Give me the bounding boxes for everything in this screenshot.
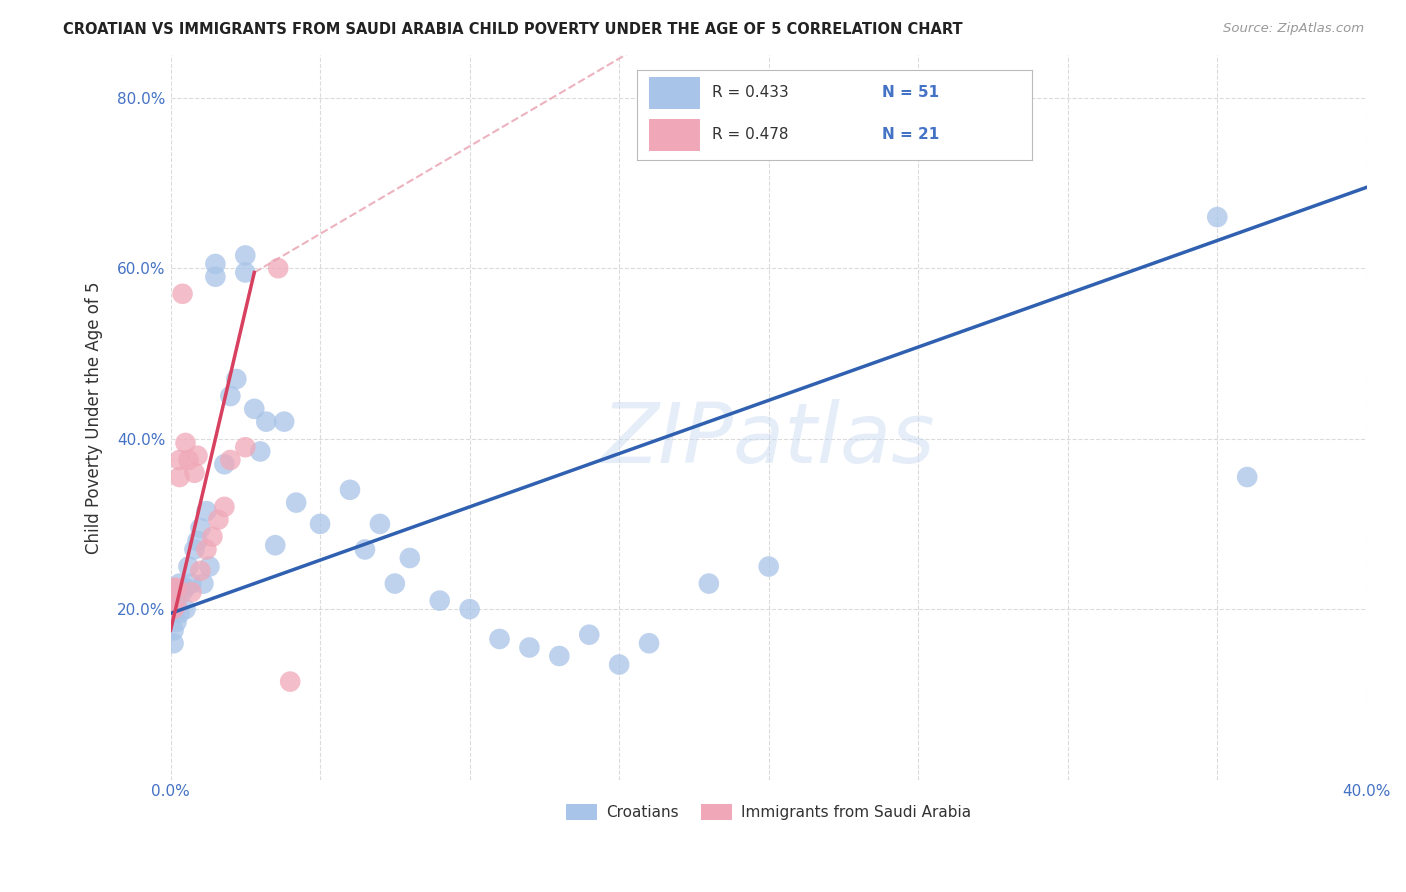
Point: [201, 530, 224, 544]
Text: CROATIAN VS IMMIGRANTS FROM SAUDI ARABIA CHILD POVERTY UNDER THE AGE OF 5 CORREL: CROATIAN VS IMMIGRANTS FROM SAUDI ARABIA…: [63, 22, 963, 37]
Point: [169, 607, 191, 621]
Point: [578, 628, 600, 642]
Point: [174, 581, 197, 595]
Point: [195, 542, 218, 557]
Point: [162, 590, 184, 604]
Point: [1236, 470, 1258, 484]
Point: [233, 265, 256, 279]
Point: [204, 257, 226, 271]
Point: [233, 248, 256, 262]
Point: [548, 648, 571, 663]
Point: [204, 269, 226, 284]
Point: [758, 559, 780, 574]
Y-axis label: Child Poverty Under the Age of 5: Child Poverty Under the Age of 5: [86, 281, 103, 554]
Point: [183, 466, 205, 480]
Point: [186, 449, 208, 463]
Point: [177, 453, 200, 467]
Point: [384, 576, 406, 591]
Point: [169, 470, 191, 484]
Point: [607, 657, 630, 672]
Point: [1206, 210, 1229, 224]
Point: [172, 286, 194, 301]
Point: [162, 624, 184, 638]
Point: [243, 401, 266, 416]
Point: [519, 640, 541, 655]
Point: [233, 440, 256, 454]
Point: [166, 598, 188, 612]
Point: [162, 581, 184, 595]
Point: [162, 602, 184, 616]
Point: [398, 551, 420, 566]
Point: [285, 495, 308, 509]
Point: [172, 585, 194, 599]
Point: [219, 453, 242, 467]
Point: [488, 632, 510, 646]
Point: [190, 521, 212, 535]
Legend: Croatians, Immigrants from Saudi Arabia: Croatians, Immigrants from Saudi Arabia: [560, 798, 977, 826]
Text: Source: ZipAtlas.com: Source: ZipAtlas.com: [1223, 22, 1364, 36]
Point: [225, 372, 247, 386]
Point: [697, 576, 720, 591]
Point: [638, 636, 661, 650]
Point: [180, 576, 202, 591]
Point: [166, 598, 188, 612]
Point: [249, 444, 271, 458]
Point: [354, 542, 377, 557]
Point: [193, 576, 215, 591]
Point: [219, 389, 242, 403]
Point: [207, 513, 229, 527]
Point: [458, 602, 481, 616]
Point: [214, 500, 236, 514]
Point: [214, 457, 236, 471]
Point: [180, 585, 202, 599]
Point: [166, 581, 188, 595]
Point: [309, 516, 332, 531]
Point: [278, 674, 301, 689]
Point: [195, 504, 218, 518]
Point: [264, 538, 287, 552]
Point: [198, 559, 221, 574]
Point: [169, 576, 191, 591]
Point: [190, 564, 212, 578]
Point: [174, 602, 197, 616]
Point: [273, 415, 295, 429]
Point: [162, 636, 184, 650]
Point: [339, 483, 361, 497]
Point: [254, 415, 277, 429]
Point: [186, 533, 208, 548]
Point: [166, 615, 188, 629]
Point: [183, 542, 205, 557]
Point: [174, 436, 197, 450]
Point: [166, 585, 188, 599]
Point: [429, 593, 451, 607]
Point: [267, 261, 290, 276]
Point: [169, 453, 191, 467]
Point: [162, 607, 184, 621]
Point: [177, 559, 200, 574]
Point: [368, 516, 391, 531]
Text: ZIPatlas: ZIPatlas: [602, 399, 935, 480]
